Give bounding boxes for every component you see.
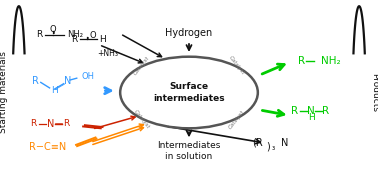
Text: Starting materials: Starting materials: [0, 52, 8, 133]
Text: N: N: [281, 138, 288, 148]
Text: R: R: [30, 119, 36, 128]
Text: R−C≡N: R−C≡N: [29, 142, 67, 152]
Text: N: N: [307, 106, 315, 116]
Text: Surface
intermediates: Surface intermediates: [153, 82, 225, 103]
Text: R: R: [291, 106, 299, 116]
Text: OH: OH: [81, 72, 94, 81]
Text: in solution: in solution: [166, 152, 212, 161]
Text: Catalyst: Catalyst: [228, 109, 246, 130]
Text: O: O: [50, 25, 56, 34]
Text: Catalyst: Catalyst: [132, 109, 150, 130]
Text: R: R: [71, 35, 77, 44]
Text: H: H: [51, 86, 58, 95]
Text: R: R: [298, 56, 305, 66]
Text: N: N: [47, 119, 54, 129]
Text: R: R: [36, 30, 42, 39]
Text: H: H: [99, 35, 106, 44]
Text: ₃: ₃: [271, 143, 274, 152]
Text: Hydrogen: Hydrogen: [166, 28, 212, 38]
Text: NH₂: NH₂: [67, 30, 83, 39]
Text: R: R: [64, 119, 70, 128]
Text: NH₂: NH₂: [321, 56, 341, 66]
Text: R: R: [322, 106, 330, 116]
Text: ): ): [266, 142, 270, 152]
Text: O: O: [90, 31, 96, 40]
Text: Intermediates: Intermediates: [157, 141, 221, 150]
Text: Catalyst: Catalyst: [132, 55, 150, 76]
Text: N: N: [64, 76, 71, 86]
Text: Catalyst: Catalyst: [228, 55, 246, 76]
Text: R: R: [32, 75, 39, 86]
Text: (R: (R: [253, 138, 263, 148]
Text: Products: Products: [370, 73, 378, 112]
Text: +NH₃: +NH₃: [97, 48, 118, 58]
Text: H: H: [308, 113, 314, 122]
